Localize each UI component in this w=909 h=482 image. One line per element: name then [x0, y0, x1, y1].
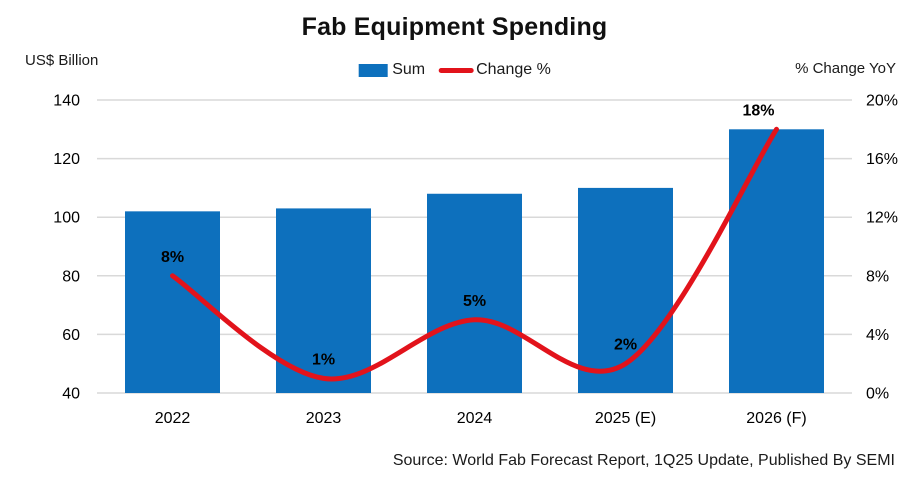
left-axis-title: US$ Billion — [25, 52, 99, 69]
right-axis-title: % Change YoY — [795, 60, 896, 77]
line-point-label: 18% — [742, 102, 774, 119]
legend-change-label: Change % — [476, 61, 551, 78]
left-axis-tick: 60 — [62, 327, 80, 344]
x-axis-label: 2023 — [306, 410, 342, 427]
legend: Sum Change % — [358, 61, 551, 79]
bar-2026 (F) — [729, 129, 824, 394]
bar-2025 (E) — [578, 187, 673, 393]
left-axis-tick: 40 — [62, 386, 80, 403]
x-axis-label: 2024 — [457, 410, 493, 427]
bar-2024 — [427, 193, 522, 393]
legend-sum-label: Sum — [392, 61, 426, 78]
line-point-label: 8% — [161, 249, 184, 266]
line-point-label: 2% — [614, 337, 637, 354]
left-axis-tick: 100 — [53, 210, 80, 227]
bar-2023 — [276, 208, 371, 393]
left-axis-tick: 80 — [62, 268, 80, 285]
left-axis-tick: 140 — [53, 93, 80, 110]
line-point-label: 1% — [312, 351, 335, 368]
right-axis-tick: 16% — [866, 151, 898, 168]
legend-sum-swatch-icon — [358, 63, 388, 77]
change-line — [170, 126, 779, 382]
right-axis-tick: 4% — [866, 327, 889, 344]
legend-change-line-icon — [439, 67, 475, 73]
line-point-label: 5% — [463, 293, 486, 310]
x-axis-label: 2026 (F) — [746, 410, 806, 427]
left-axis-tick: 120 — [53, 151, 80, 168]
right-axis-tick: 12% — [866, 210, 898, 227]
x-axis-label: 2022 — [155, 410, 191, 427]
chart-title: Fab Equipment Spending — [301, 13, 608, 41]
right-axis-tick: 8% — [866, 268, 889, 285]
right-axis-tick: 20% — [866, 93, 898, 110]
right-axis-tick: 0% — [866, 386, 889, 403]
source-note: Source: World Fab Forecast Report, 1Q25 … — [392, 452, 895, 469]
x-axis-label: 2025 (E) — [595, 410, 656, 427]
